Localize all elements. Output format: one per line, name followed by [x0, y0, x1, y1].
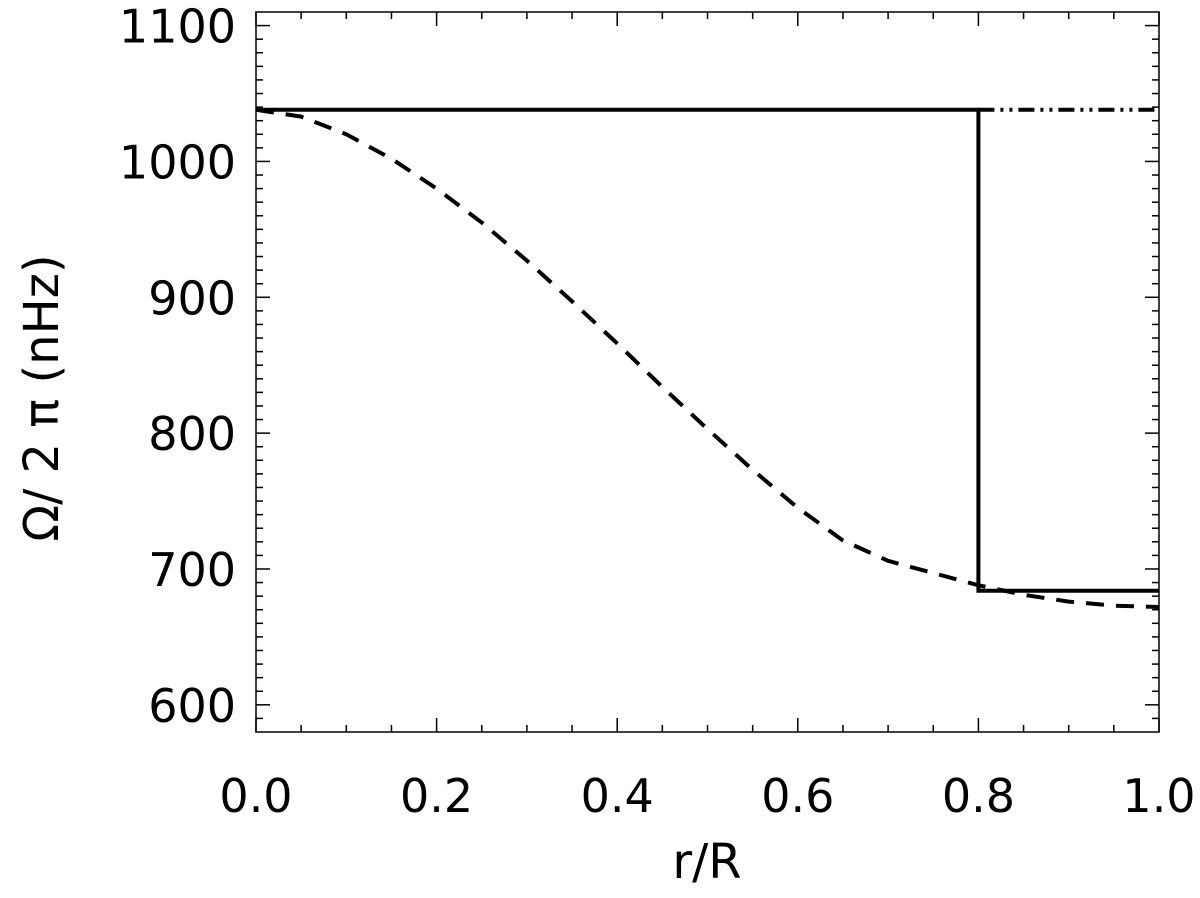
y-tick-label: 1100 [119, 0, 236, 54]
x-tick-label: 1.0 [1122, 769, 1195, 823]
series-layer [255, 107, 1160, 610]
y-tick-label: 800 [148, 407, 236, 461]
minor-ticks [256, 12, 1159, 732]
x-tick-label: 0.0 [219, 769, 292, 823]
y-tick-label: 700 [148, 543, 236, 597]
x-axis-label: r/R [672, 834, 741, 890]
x-tick-label: 0.8 [942, 769, 1015, 823]
y-axis-label: Ω/ 2 π (nHz) [14, 254, 70, 541]
x-tick-labels: 0.0 0.2 0.4 0.6 0.8 1.0 [219, 769, 1195, 823]
major-ticks [255, 12, 1160, 732]
x-tick-label: 0.2 [400, 769, 473, 823]
y-tick-labels: 600 700 800 900 1000 1100 [119, 0, 236, 733]
x-tick-label: 0.6 [761, 769, 834, 823]
x-tick-label: 0.4 [581, 769, 654, 823]
y-tick-label: 1000 [119, 135, 236, 189]
plot-frame [255, 11, 1160, 733]
y-tick-label: 600 [148, 679, 236, 733]
series-line-dashed [255, 107, 1160, 610]
y-tick-label: 900 [148, 271, 236, 325]
series-line-solid [256, 107, 1159, 593]
